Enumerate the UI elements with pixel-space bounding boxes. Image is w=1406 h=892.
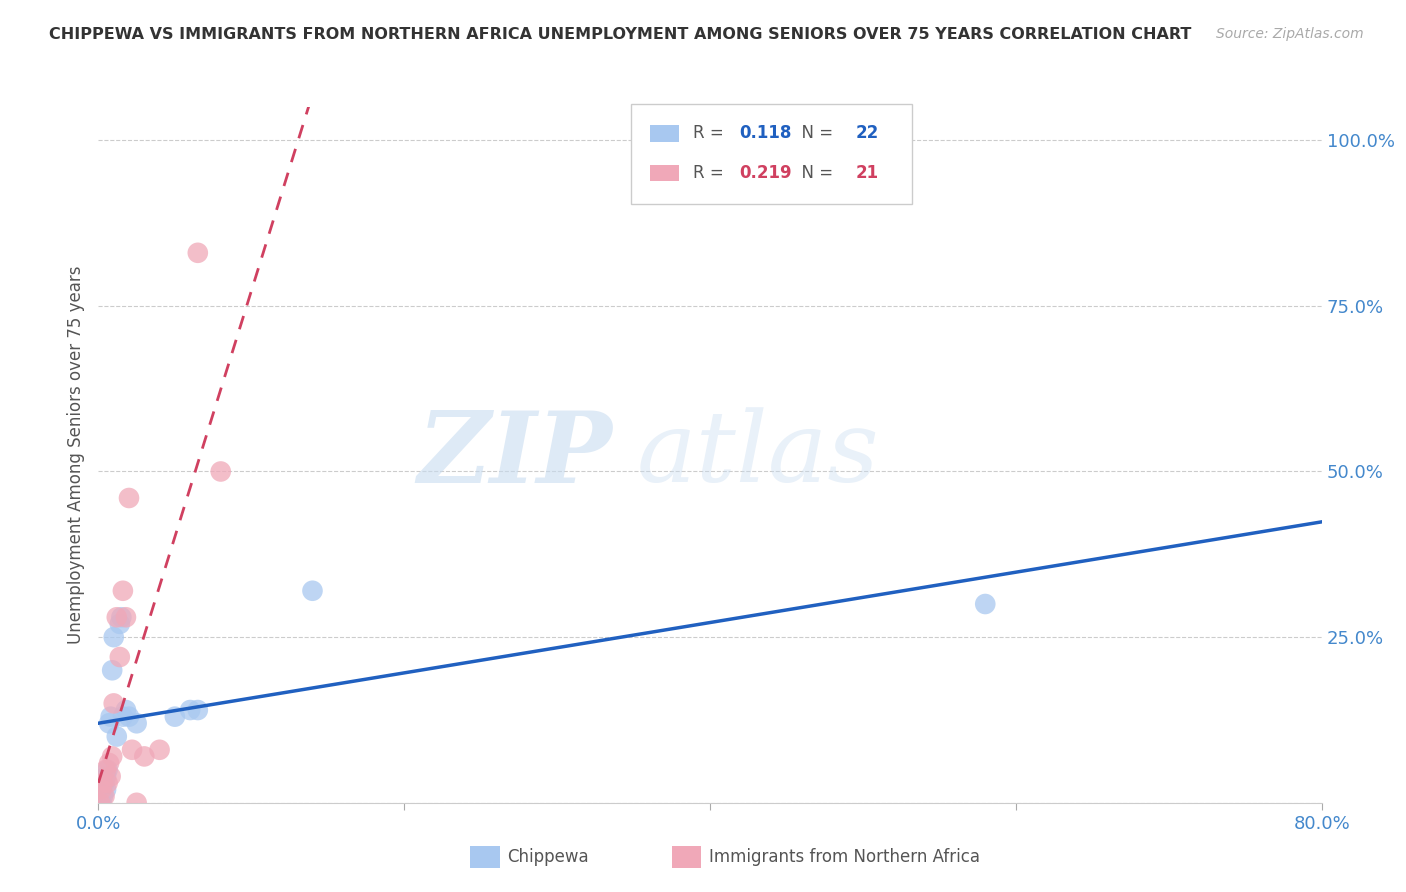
Point [111,583,134,598]
Text: 22: 22 [856,125,879,143]
Point [101,663,124,677]
Text: Chippewa: Chippewa [508,848,589,866]
Text: atlas: atlas [637,408,879,502]
Text: R =: R = [693,164,728,182]
Point [94,782,117,797]
FancyBboxPatch shape [470,846,499,868]
Point [111,709,134,723]
Point [301,583,323,598]
Text: R =: R = [693,125,728,143]
Point [187,245,209,260]
Point [98,716,121,731]
Point [98,756,121,770]
FancyBboxPatch shape [650,125,679,142]
Point [93,789,115,804]
Point [125,796,148,810]
Point [115,610,138,624]
Point [118,709,141,723]
FancyBboxPatch shape [650,165,679,181]
FancyBboxPatch shape [672,846,702,868]
Point [103,630,125,644]
Point [103,697,125,711]
Point [108,650,131,665]
Point [105,610,128,624]
Point [187,703,209,717]
Text: N =: N = [790,164,838,182]
Point [100,709,122,723]
Point [118,491,141,505]
Text: 21: 21 [856,164,879,182]
Point [163,709,186,723]
Point [91,789,114,804]
Text: N =: N = [790,125,838,143]
Point [115,703,138,717]
Point [97,763,120,777]
Point [100,769,122,783]
Point [101,749,124,764]
Point [91,776,114,790]
Point [94,769,117,783]
Point [108,616,131,631]
Point [93,776,115,790]
Point [94,763,117,777]
Point [134,749,156,764]
Point [90,796,112,810]
Point [179,703,201,717]
Point [209,465,232,479]
Point [125,716,148,731]
Point [90,782,112,797]
Point [89,796,111,810]
FancyBboxPatch shape [630,103,912,204]
Text: Source: ZipAtlas.com: Source: ZipAtlas.com [1216,27,1364,41]
Y-axis label: Unemployment Among Seniors over 75 years: Unemployment Among Seniors over 75 years [66,266,84,644]
Text: 0.118: 0.118 [740,125,792,143]
Point [97,776,120,790]
Point [110,610,132,624]
Point [121,743,143,757]
Point [149,743,172,757]
Text: 0.219: 0.219 [740,164,792,182]
Text: Immigrants from Northern Africa: Immigrants from Northern Africa [709,848,980,866]
Text: CHIPPEWA VS IMMIGRANTS FROM NORTHERN AFRICA UNEMPLOYMENT AMONG SENIORS OVER 75 Y: CHIPPEWA VS IMMIGRANTS FROM NORTHERN AFR… [49,27,1192,42]
Point [105,730,128,744]
Text: ZIP: ZIP [418,407,612,503]
Point [974,597,997,611]
